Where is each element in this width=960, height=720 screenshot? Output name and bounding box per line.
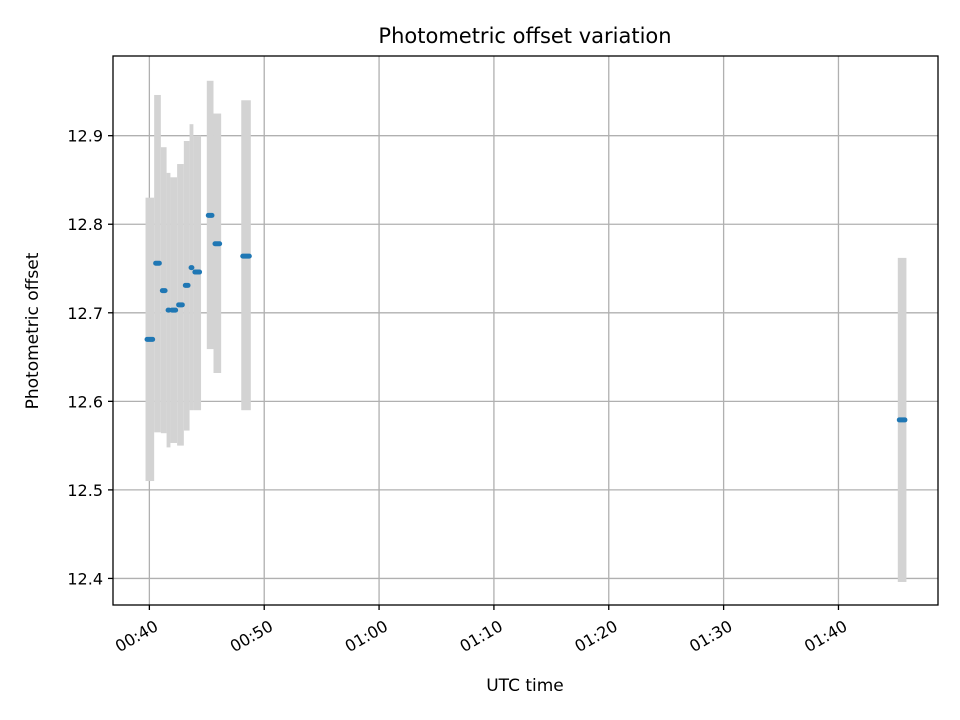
data-point bbox=[896, 417, 908, 423]
chart-title: Photometric offset variation bbox=[378, 24, 671, 48]
x-tick-label: 00:40 bbox=[112, 616, 161, 656]
x-tick-label: 01:30 bbox=[686, 616, 735, 656]
y-tick-label: 12.4 bbox=[67, 569, 103, 588]
grid-layer bbox=[113, 56, 938, 605]
data-point bbox=[205, 212, 215, 218]
y-tick-label: 12.9 bbox=[67, 127, 103, 146]
y-tick-label: 12.6 bbox=[67, 392, 103, 411]
x-tick-label: 01:40 bbox=[801, 616, 850, 656]
x-axis-label: UTC time bbox=[486, 676, 564, 696]
y-axis-label: Photometric offset bbox=[23, 252, 43, 409]
x-tick-label: 01:20 bbox=[571, 616, 620, 656]
x-tick-label: 00:50 bbox=[227, 616, 276, 656]
data-point bbox=[240, 253, 252, 259]
data-point bbox=[176, 302, 185, 308]
y-tick-label: 12.7 bbox=[67, 304, 103, 323]
error-bars bbox=[145, 80, 907, 582]
y-tick-label: 12.5 bbox=[67, 481, 103, 500]
data-point bbox=[153, 260, 162, 266]
data-point bbox=[169, 307, 179, 313]
data-points bbox=[144, 212, 908, 423]
data-point bbox=[144, 336, 156, 342]
data-point bbox=[159, 288, 168, 294]
data-point bbox=[182, 282, 191, 288]
plot-frame bbox=[112, 55, 939, 606]
x-tick-label: 01:10 bbox=[456, 616, 505, 656]
x-tick-label: 01:00 bbox=[342, 616, 391, 656]
data-point bbox=[212, 241, 223, 247]
data-point bbox=[192, 269, 203, 275]
data-point bbox=[188, 265, 195, 271]
y-tick-label: 12.8 bbox=[67, 215, 103, 234]
